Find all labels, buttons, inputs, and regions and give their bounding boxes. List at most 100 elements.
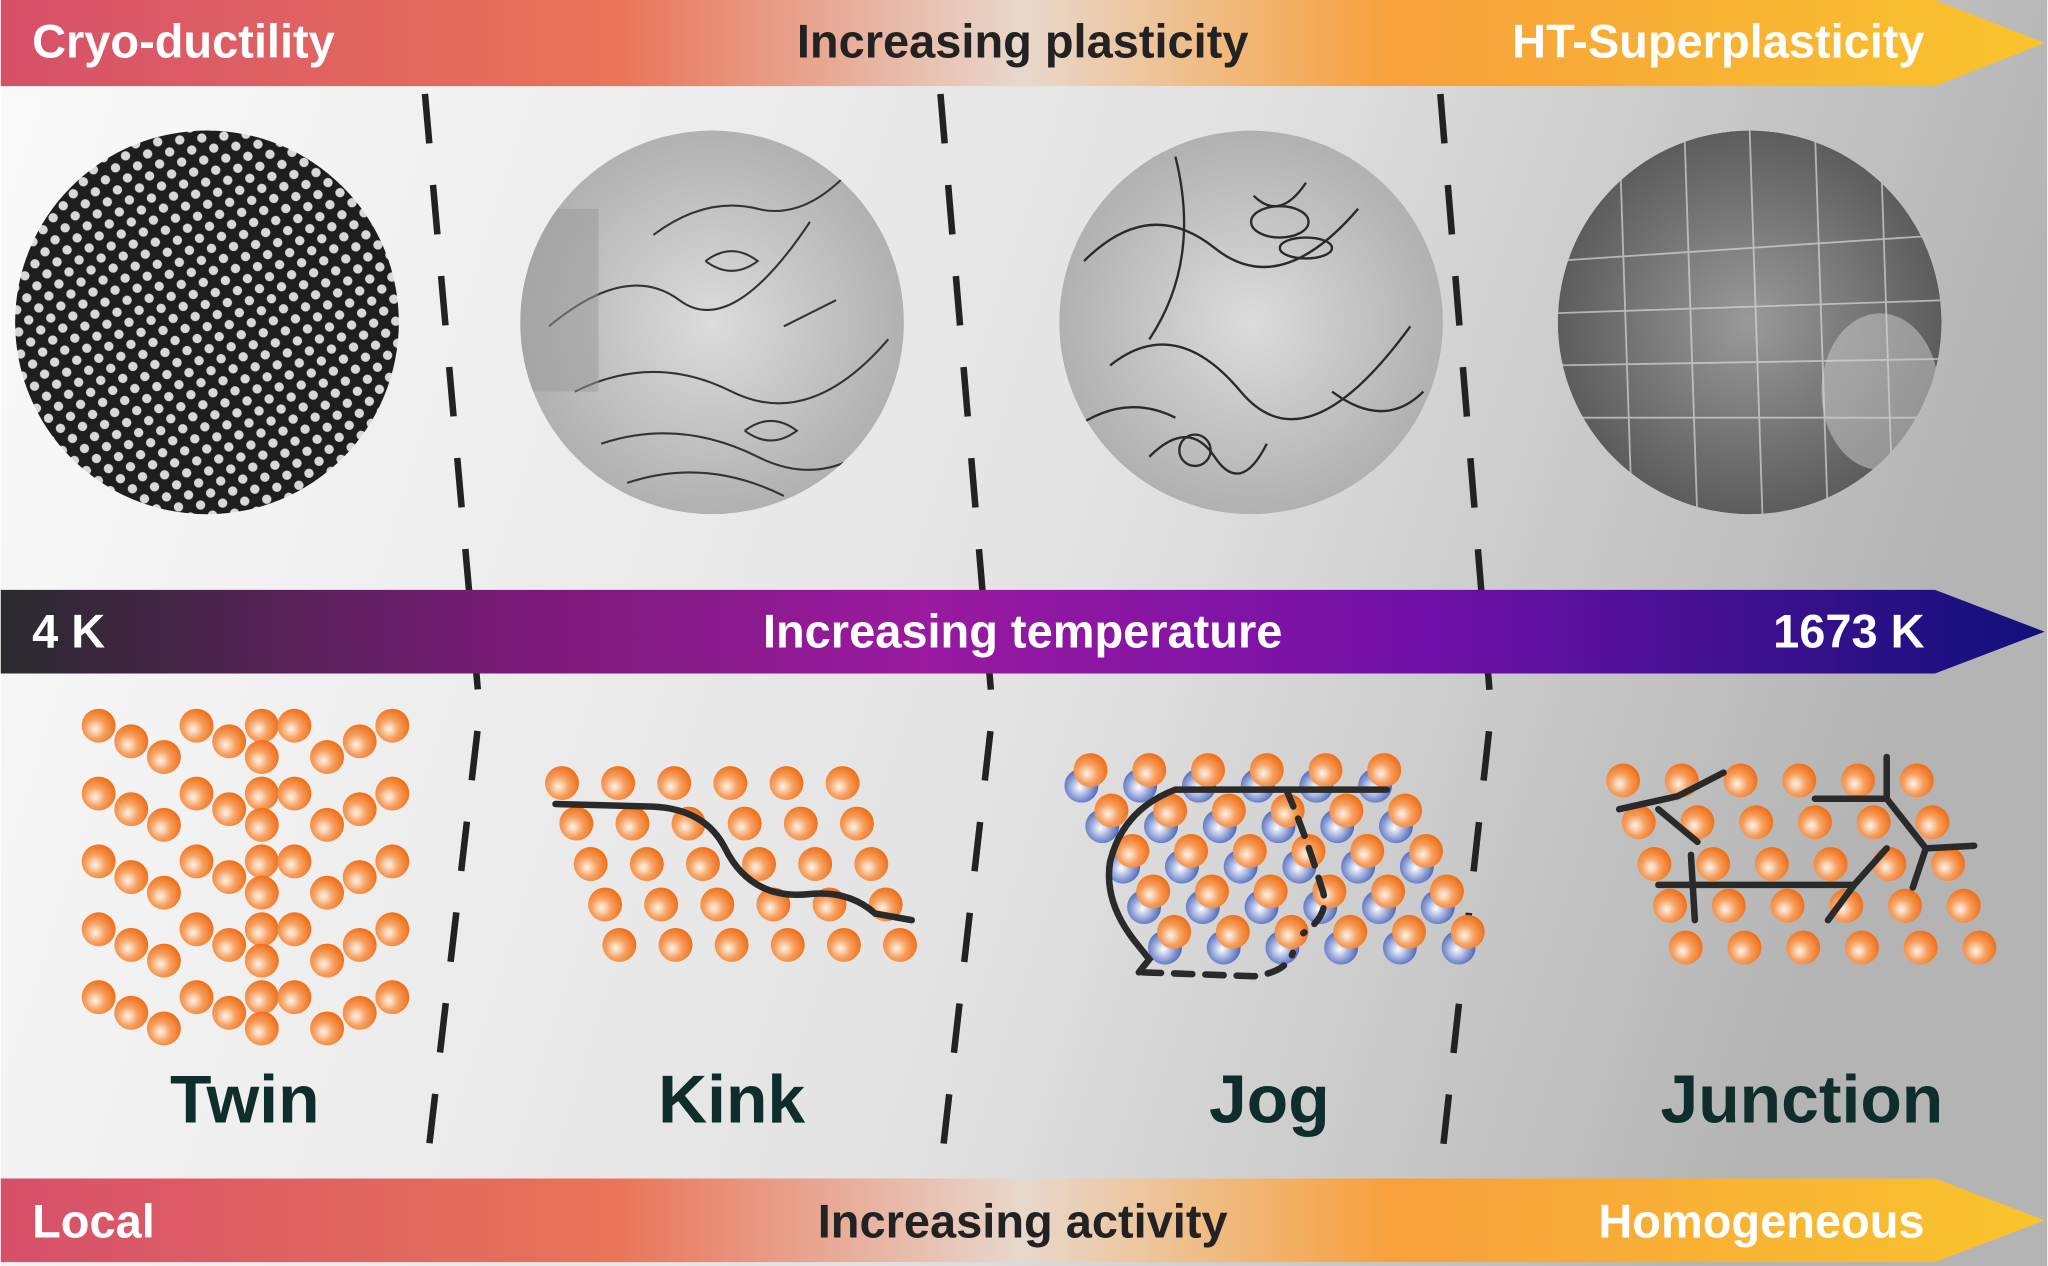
jog-atom-orange <box>1333 914 1368 949</box>
kink-atom <box>770 927 805 962</box>
jog-atom-orange <box>1450 914 1485 949</box>
twin-atom <box>179 844 214 879</box>
kink-atom <box>742 847 777 881</box>
twin-atom <box>146 875 181 910</box>
jog-atom-orange <box>1215 914 1250 949</box>
twin-atom <box>310 1011 345 1046</box>
dislocation-lines <box>552 753 1978 980</box>
kink-atom <box>601 766 636 801</box>
atom-schematics <box>81 708 1997 1046</box>
kink-atom <box>826 927 861 962</box>
twin-atom <box>244 844 279 879</box>
twin-atom <box>310 875 345 910</box>
twin-atom <box>114 792 149 827</box>
kink-label: Kink <box>658 1062 805 1137</box>
junction-atom <box>1727 930 1762 965</box>
tem-jog-image <box>1059 130 1443 515</box>
kink-atom <box>588 887 623 922</box>
twin-atom <box>342 792 377 827</box>
dividers <box>421 93 1495 1149</box>
jog-atom-orange <box>1191 753 1225 788</box>
jog-atom-orange <box>1132 753 1167 788</box>
junction-atom <box>1606 763 1641 798</box>
kink-atom <box>573 847 608 881</box>
twin-atom <box>114 860 149 895</box>
twin-atom <box>310 740 345 774</box>
kink-atom <box>783 806 818 841</box>
kink-atom <box>713 766 748 801</box>
jog-label: Jog <box>1209 1062 1330 1137</box>
jog-atom-orange <box>1367 753 1402 788</box>
twin-atom <box>244 943 279 978</box>
divider-line <box>1437 93 1495 1149</box>
twin-atom <box>114 927 149 962</box>
twin-atom <box>244 912 279 947</box>
jog-atom-orange <box>1371 874 1406 909</box>
jog-atom-orange <box>1350 833 1385 868</box>
homogeneous-label: Homogeneous <box>1598 1194 1924 1247</box>
twin-atom <box>179 776 214 811</box>
jog-atom-orange <box>1153 793 1188 828</box>
kink-atom <box>615 806 650 841</box>
junction-atom <box>1668 930 1703 965</box>
twin-atom <box>277 912 312 947</box>
twin-atom <box>244 740 279 774</box>
jog-atom-orange <box>1073 753 1108 788</box>
junction-atom <box>1856 805 1891 840</box>
twin-atom <box>179 980 214 1015</box>
junction-atom <box>1931 847 1966 881</box>
kink-dislocation-line <box>552 800 916 924</box>
junction-atom <box>1888 888 1922 923</box>
junction-atom <box>1782 763 1817 798</box>
kink-atom <box>825 766 860 801</box>
junction-atom <box>1813 847 1848 881</box>
kink-atom <box>629 847 664 881</box>
twin-atom <box>81 776 116 811</box>
twin-atom <box>375 844 410 879</box>
high-temperature-label: 1673 K <box>1773 604 1925 657</box>
twin-atom <box>375 708 410 743</box>
jog-atom-orange <box>1094 793 1129 828</box>
twin-atom <box>277 776 312 811</box>
twin-atom <box>277 980 312 1015</box>
low-temperature-label: 4 K <box>32 604 105 657</box>
twin-atom <box>244 708 279 743</box>
activity-arrow: Local Increasing activity Homogeneous <box>0 1178 2045 1263</box>
jog-atom-orange <box>1329 793 1364 828</box>
temperature-arrow: 4 K Increasing temperature 1673 K <box>0 589 2045 674</box>
jog-atom-orange <box>1232 833 1267 868</box>
jog-atom-orange <box>1392 914 1426 949</box>
jog-atom-orange <box>1388 793 1423 828</box>
tem-kink-image <box>520 130 904 515</box>
kink-atom <box>798 847 833 881</box>
twin-atom <box>244 980 279 1015</box>
twin-atom <box>244 807 279 842</box>
kink-atom <box>883 927 917 962</box>
jog-atom-orange <box>1253 874 1288 909</box>
twin-atom <box>146 807 181 842</box>
twin-atom <box>342 860 377 895</box>
twin-atom <box>114 724 149 759</box>
twin-atom <box>81 708 116 743</box>
hrtem-twin-image <box>15 130 399 515</box>
twin-atom <box>212 860 247 895</box>
divider-line <box>421 93 484 1149</box>
kink-atom <box>657 766 692 801</box>
twin-atom <box>375 980 410 1015</box>
junction-atom <box>1946 888 1981 923</box>
jog-atom-orange <box>1409 833 1443 868</box>
twin-atom <box>277 708 312 743</box>
junction-atom <box>1915 805 1950 840</box>
kink-atom <box>658 927 693 962</box>
jog-atom-orange <box>1429 874 1464 909</box>
jog-atom-orange <box>1194 874 1229 909</box>
twin-atom <box>244 776 279 811</box>
twin-atom <box>342 995 377 1030</box>
twin-atom <box>179 708 214 743</box>
jog-atom-orange <box>1157 914 1192 949</box>
twin-atom <box>212 995 247 1030</box>
kink-atom <box>602 927 637 962</box>
kink-atom <box>685 847 720 881</box>
junction-atom <box>1696 847 1731 881</box>
junction-atom <box>1637 847 1672 881</box>
